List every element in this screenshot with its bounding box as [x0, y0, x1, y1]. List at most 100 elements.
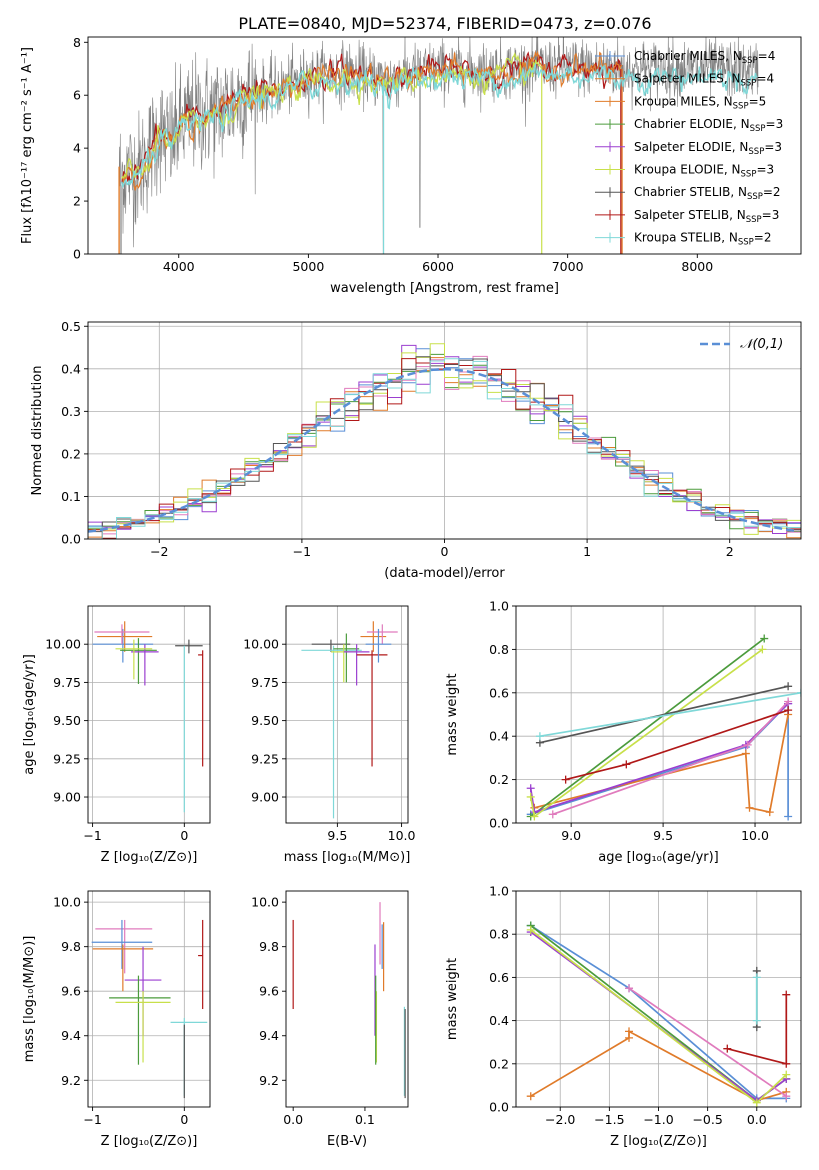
y-tick-label: 0.8 [489, 642, 509, 657]
plus-marker [561, 775, 570, 784]
legend-label-suffix: =4 [756, 72, 774, 86]
y-tick-label: 0.2 [61, 446, 81, 461]
plus-marker [625, 984, 634, 993]
weight-series [535, 682, 793, 747]
x-tick-label: 0 [180, 1112, 188, 1127]
errorbar-point [94, 624, 150, 645]
weight-line [530, 924, 787, 1100]
spectrum-model-line [121, 62, 758, 189]
weight_vs_Z-plot-area [526, 921, 791, 1107]
y-tick-label: 0.2 [489, 772, 509, 787]
plus-marker [535, 732, 544, 741]
x-axis-label: mass [log₁₀(M/M⊙)] [284, 850, 411, 865]
legend-label-sub: SSP [741, 79, 757, 89]
y-tick-label: 1.0 [489, 599, 509, 614]
x-axis-label: age [log₁₀(age/yr)] [598, 850, 719, 865]
legend-label-main: Kroupa STELIB, N [634, 231, 738, 245]
legend-label-sub: SSP [738, 238, 754, 248]
errorbar-point [170, 1017, 208, 1096]
errorbar-point [131, 644, 159, 686]
legend-label-main: Chabrier STELIB, N [634, 185, 747, 199]
plus-marker [752, 973, 761, 982]
y-tick-label: 0.6 [489, 685, 509, 700]
axes-frame [87, 890, 211, 1108]
legend-label-suffix: =3 [762, 208, 780, 222]
weight-line [539, 685, 789, 744]
x-tick-label: 6000 [422, 259, 454, 274]
plus-marker [760, 634, 769, 643]
x-tick-label: −1.5 [594, 1112, 624, 1127]
legend-label: Kroupa ELODIE, NSSP=3 [634, 163, 774, 180]
plus-marker [526, 1092, 535, 1101]
legend-label: Chabrier ELODIE, NSSP=3 [634, 117, 783, 134]
y-tick-label: 10.0 [251, 895, 279, 910]
x-axis-label: E(B-V) [327, 1134, 367, 1149]
age_vs_mass-panel: 9.5 10.0 9.00 9.25 9.50 9.75 10.00 mass [log₁₀(… [243, 605, 416, 865]
plus-marker [784, 682, 793, 691]
mass_vs_EBV-plot-area [292, 902, 406, 1099]
plus-marker [622, 760, 631, 769]
normal-curve [88, 368, 799, 533]
y-tick-label: 0 [73, 247, 81, 262]
axes-frame [515, 605, 802, 824]
weight-line [534, 714, 789, 814]
axes-frame [87, 36, 802, 255]
x-tick-label: 2 [726, 544, 734, 559]
errorbar-point [92, 944, 154, 992]
y-axis-label: age [log₁₀(age/yr)] [22, 654, 37, 775]
y-tick-label: 2 [73, 194, 81, 209]
x-tick-label: 0.1 [355, 1112, 375, 1127]
x-tick-label: −0.5 [692, 1112, 722, 1127]
y-tick-label: 9.50 [53, 713, 81, 728]
x-tick-label: 0.0 [283, 1112, 303, 1127]
y-axis-label: mass weight [445, 673, 460, 755]
legend-label: Salpeter MILES, NSSP=4 [634, 72, 774, 89]
plus-marker [784, 697, 793, 706]
y-tick-label: 9.6 [61, 984, 81, 999]
y-tick-label: 9.4 [61, 1028, 81, 1043]
legend-label-main: Salpeter ELODIE, N [634, 140, 748, 154]
errorbar-point [365, 628, 392, 663]
y-tick-label: 9.8 [259, 939, 279, 954]
y-axis-label: Flux [fλ10⁻¹⁷ erg cm⁻² s⁻¹ A⁻¹] [20, 47, 35, 244]
plus-marker [743, 740, 752, 749]
age_vs_mass-plot-area [301, 621, 398, 819]
y-tick-label: 0.2 [489, 1056, 509, 1071]
plus-marker [797, 688, 801, 697]
x-tick-label: 4000 [163, 259, 195, 274]
errorbar-point [115, 639, 153, 680]
x-tick-label: 0.0 [747, 1112, 767, 1127]
legend-label-suffix: =3 [764, 140, 782, 154]
legend-label-sub: SSP [750, 124, 766, 134]
weight-series [561, 706, 793, 784]
plus-marker [765, 808, 774, 817]
legend-label-suffix: =3 [766, 117, 784, 131]
weight-series [526, 645, 767, 821]
y-tick-label: 9.4 [259, 1028, 279, 1043]
errorbar-point [175, 639, 203, 654]
y-tick-label: 4 [73, 141, 81, 156]
x-axis-label: (data-model)/error [384, 566, 505, 581]
errorbar-point [91, 919, 153, 969]
plus-marker [782, 1092, 791, 1101]
plus-marker [526, 784, 535, 793]
errorbar-point [198, 919, 204, 1010]
weight-series [752, 973, 761, 1025]
x-tick-label: 9.5 [653, 828, 673, 843]
legend-label-sub: SSP [746, 215, 762, 225]
y-tick-label: 0.4 [489, 1013, 509, 1028]
y-axis-label: mass weight [445, 958, 460, 1040]
errorbar-point [109, 975, 171, 1065]
legend-label-suffix: =3 [756, 163, 774, 177]
legend-label: 𝒩(0,1) [740, 337, 783, 352]
y-tick-label: 9.00 [251, 790, 279, 805]
legend-label-main: Chabrier MILES, N [634, 49, 742, 63]
y-tick-label: 9.6 [259, 984, 279, 999]
y-tick-label: 0.0 [489, 1100, 509, 1115]
plus-marker [758, 645, 767, 654]
y-tick-label: 0.4 [61, 361, 81, 376]
errorbar-point [343, 644, 370, 686]
y-tick-label: 6 [73, 88, 81, 103]
